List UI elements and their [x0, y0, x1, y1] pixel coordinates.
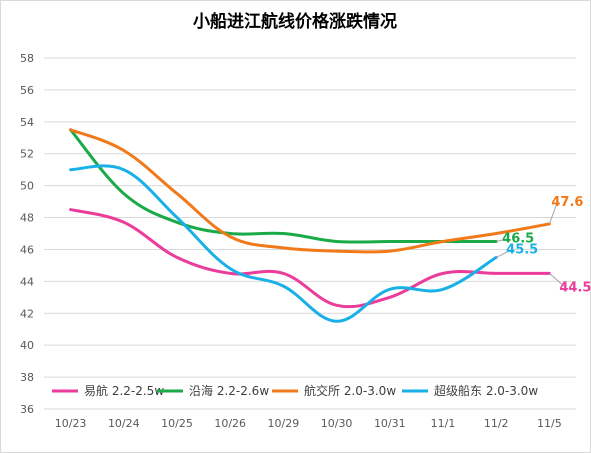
y-tick-label: 46 [20, 243, 34, 256]
x-tick-label: 10/30 [321, 417, 353, 430]
x-tick-label: 10/23 [55, 417, 87, 430]
series-line [69, 128, 498, 244]
legend-label: 沿海 2.2-2.6w [189, 383, 269, 398]
x-tick-label: 11/1 [431, 417, 456, 430]
leader-line [495, 248, 513, 258]
gridlines [44, 57, 576, 410]
leader-line [496, 237, 509, 242]
y-tick-label: 54 [20, 116, 34, 129]
x-tick-label: 10/24 [108, 417, 140, 430]
y-tick-label: 58 [20, 52, 34, 65]
data-label: 45.5 [506, 242, 538, 257]
x-tick-label: 10/25 [161, 417, 193, 430]
y-tick-label: 50 [20, 180, 34, 193]
series-lines [69, 128, 551, 323]
data-label: 44.5 [559, 280, 591, 295]
series-line [69, 208, 551, 309]
chart-title: 小船进江航线价格涨跌情况 [193, 11, 397, 32]
x-axis-ticks: 10/23 10/24 10/25 10/26 10/29 10/30 10/31 11/1 1… [55, 417, 562, 430]
y-tick-label: 40 [20, 339, 34, 352]
x-tick-label: 10/29 [268, 417, 300, 430]
legend-label: 航交所 2.0-3.0w [304, 383, 396, 398]
leader-line [548, 201, 558, 225]
legend-label: 易航 2.2-2.5w [84, 383, 164, 398]
y-tick-label: 52 [20, 148, 34, 161]
y-tick-label: 42 [20, 307, 34, 320]
x-tick-label: 10/31 [374, 417, 406, 430]
y-tick-label: 44 [20, 275, 34, 288]
data-label: 47.6 [551, 195, 583, 210]
series-line [69, 128, 551, 254]
legend-label: 超级船东 2.0-3.0w [434, 383, 538, 398]
end-labels: 44.5 46.5 47.6 45.5 [495, 195, 591, 295]
x-tick-label: 11/2 [484, 417, 509, 430]
series-line [69, 164, 498, 323]
y-tick-label: 56 [20, 84, 34, 97]
y-tick-label: 38 [20, 371, 34, 384]
y-axis-ticks: 36 38 40 42 44 46 48 50 52 54 56 58 [20, 52, 34, 416]
y-tick-label: 36 [20, 403, 34, 416]
legend: 易航 2.2-2.5w 沿海 2.2-2.6w 航交所 2.0-3.0w 超级船东 2… [52, 383, 538, 398]
leader-line [549, 273, 566, 288]
x-tick-label: 10/26 [214, 417, 246, 430]
x-tick-label: 11/5 [537, 417, 562, 430]
data-label: 46.5 [502, 231, 534, 246]
y-tick-label: 48 [20, 212, 34, 225]
